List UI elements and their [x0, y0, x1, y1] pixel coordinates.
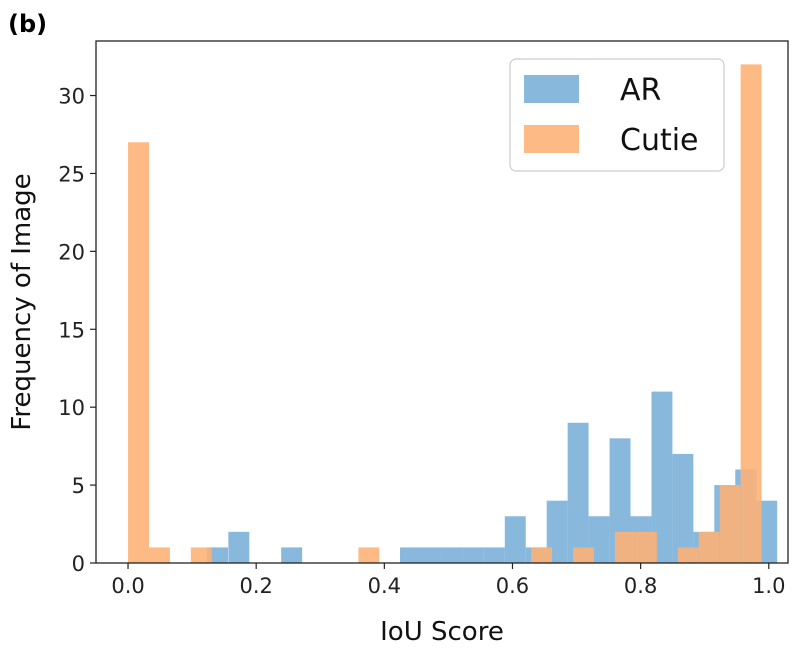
bar-ar-16: [672, 453, 694, 563]
bar-cutie-1: [148, 547, 170, 563]
x-tick-label: 0.4: [368, 574, 401, 598]
bar-cutie-0: [128, 142, 149, 564]
bar-ar-0: [207, 547, 228, 563]
legend-label-cutie: Cutie: [620, 123, 699, 158]
x-tick-label: 1.0: [752, 574, 785, 598]
panel-label: (b): [8, 10, 48, 38]
x-tick-label: 0.8: [624, 574, 657, 598]
plot-frame: [95, 40, 789, 564]
bar-ar-7: [483, 547, 505, 563]
y-axis-title: Frequency of Image: [7, 173, 37, 430]
bar-ar-5: [441, 547, 463, 563]
bar-cutie-10: [719, 485, 741, 563]
bar-ar-15: [651, 391, 673, 563]
bar-ar-4: [420, 547, 442, 563]
bar-ar-3: [400, 547, 421, 563]
y-tick-label: 25: [58, 162, 85, 186]
bar-cutie-9: [698, 531, 720, 563]
bar-ar-1: [228, 531, 250, 563]
bar-ar-6: [462, 547, 484, 563]
y-tick-label: 20: [58, 240, 85, 264]
bars-layer: [128, 64, 778, 564]
bar-ar-2: [281, 547, 303, 563]
legend-swatch-cutie: [524, 125, 579, 153]
y-tick-label: 10: [58, 396, 85, 420]
x-axis-ticks: 0.0 0.2 0.4 0.6 0.8 1.0: [111, 563, 785, 598]
bar-cutie-4: [531, 547, 553, 563]
y-tick-label: 0: [72, 552, 85, 576]
bar-ar-11: [567, 422, 589, 563]
legend-label-ar: AR: [620, 73, 661, 108]
x-tick-label: 0.0: [111, 574, 144, 598]
y-tick-label: 30: [58, 85, 85, 109]
x-tick-label: 0.6: [496, 574, 529, 598]
y-tick-label: 5: [72, 474, 85, 498]
bar-cutie-8: [677, 547, 699, 563]
bar-cutie-5: [573, 547, 594, 563]
legend-swatch-ar: [524, 75, 579, 103]
bar-ar-8: [504, 516, 526, 563]
bar-cutie-3: [358, 547, 380, 563]
y-tick-label: 15: [58, 318, 85, 342]
legend: AR Cutie: [509, 58, 725, 172]
x-axis-title: IoU Score: [380, 617, 504, 647]
x-tick-label: 0.2: [239, 574, 272, 598]
y-axis-ticks: 0 5 10 15 20 25 30: [58, 85, 96, 576]
bar-cutie-7: [635, 531, 657, 563]
bar-cutie-2: [190, 547, 212, 563]
bar-cutie-11: [740, 64, 762, 563]
bar-cutie-6: [614, 531, 636, 563]
